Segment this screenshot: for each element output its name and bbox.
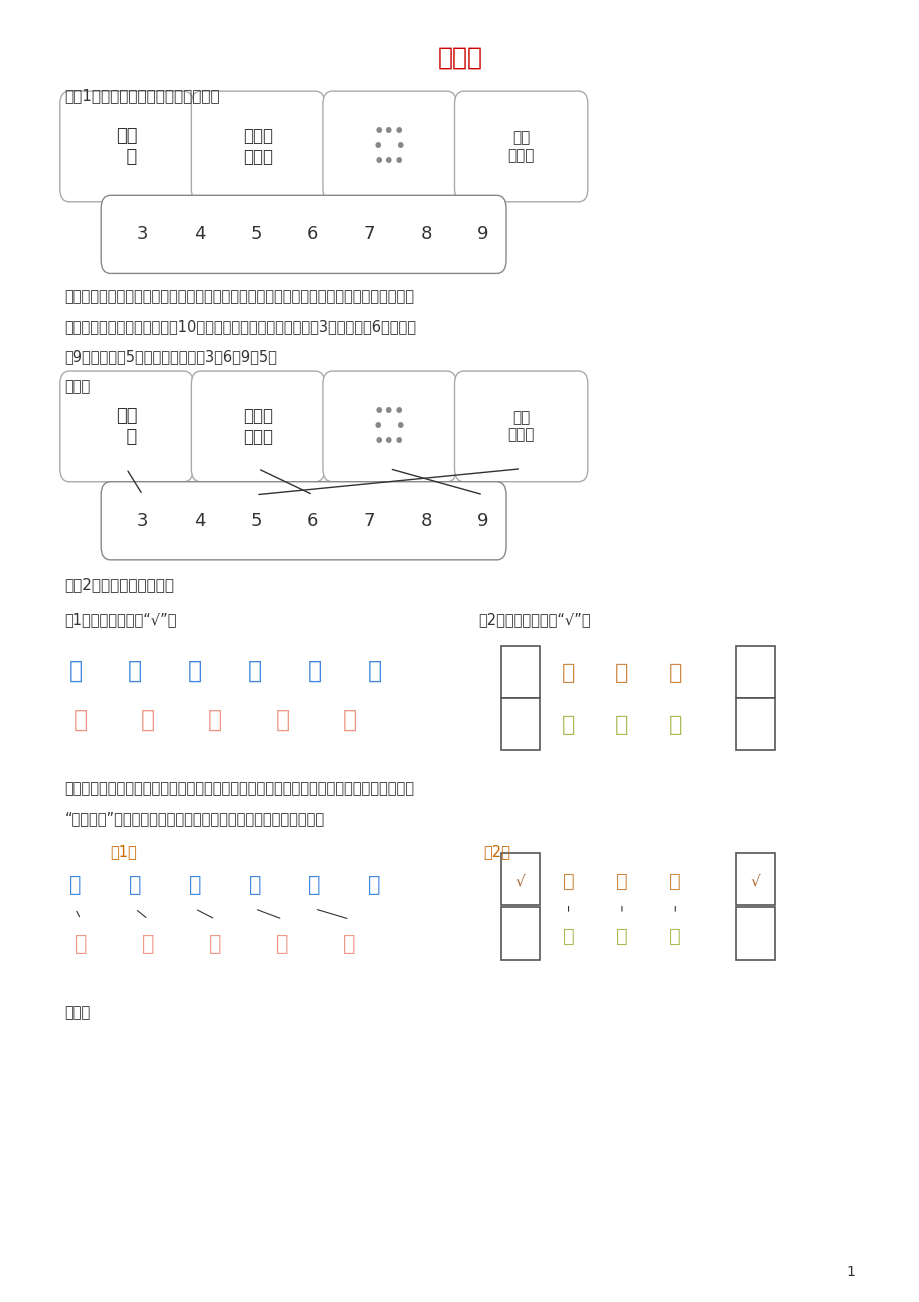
Text: 🚗: 🚗 — [142, 934, 154, 954]
Text: 🚲: 🚲 — [188, 875, 201, 896]
Text: 🦇: 🦇 — [562, 663, 574, 684]
Text: 【例1】数一数、把数和图连在一起。: 【例1】数一数、把数和图连在一起。 — [64, 89, 220, 104]
Text: 🚲: 🚲 — [308, 875, 321, 896]
Text: 解析：本题考查的知识点是比多少，解答的关键是要理解一一对应的关系。解答时应该画出: 解析：本题考查的知识点是比多少，解答的关键是要理解一一对应的关系。解答时应该画出 — [64, 781, 414, 797]
Text: 4: 4 — [193, 512, 205, 530]
Bar — [735, 646, 774, 698]
Text: 🚲: 🚲 — [69, 875, 82, 896]
Text: （1）: （1） — [110, 844, 137, 859]
Text: 🚲: 🚲 — [248, 875, 261, 896]
Text: 🚗: 🚗 — [74, 708, 88, 732]
FancyBboxPatch shape — [60, 371, 193, 482]
Bar — [735, 853, 774, 905]
Text: 解答：: 解答： — [64, 1005, 91, 1021]
Text: 🦋: 🦋 — [668, 715, 681, 736]
Text: √: √ — [750, 874, 759, 889]
FancyBboxPatch shape — [101, 195, 505, 273]
Text: 1: 1 — [845, 1264, 855, 1279]
Text: 🚗: 🚗 — [74, 934, 87, 954]
Text: 🚲: 🚲 — [68, 659, 83, 682]
Text: 🚲: 🚲 — [187, 659, 202, 682]
Text: 🦇: 🦇 — [616, 872, 627, 891]
Text: （2）: （2） — [482, 844, 509, 859]
Bar — [501, 646, 539, 698]
Text: 🚲: 🚲 — [247, 659, 262, 682]
Text: 3: 3 — [137, 225, 148, 243]
FancyBboxPatch shape — [191, 91, 324, 202]
Text: 🚲: 🚲 — [307, 659, 322, 682]
FancyBboxPatch shape — [101, 482, 505, 560]
Text: 5: 5 — [250, 512, 262, 530]
Text: ⚫⚫⚫
⚫   ⚫
⚫⚫⚫: ⚫⚫⚫ ⚫ ⚫ ⚫⚫⚫ — [373, 405, 405, 448]
Text: 解答：: 解答： — [64, 379, 91, 395]
Text: 🚗: 🚗 — [209, 934, 221, 954]
Text: 5: 5 — [250, 225, 262, 243]
Text: 有9个，桃子有5个，所以分别连接3、6、9、5。: 有9个，桃子有5个，所以分别连接3、6、9、5。 — [64, 349, 277, 365]
Text: 🚲: 🚲 — [367, 659, 381, 682]
Text: 🦋: 🦋 — [562, 715, 574, 736]
Text: 🐓🐓
  🐓: 🐓🐓 🐓 — [115, 408, 138, 445]
FancyBboxPatch shape — [454, 371, 587, 482]
Text: 🍑🍑
🍑🍑🍑: 🍑🍑 🍑🍑🍑 — [507, 130, 534, 163]
Text: 7: 7 — [363, 512, 375, 530]
Text: （2）在少的后面画“√”。: （2）在少的后面画“√”。 — [478, 612, 590, 628]
Text: “一一对应”的标志后进行判断，经历逻辑思考的过程（如下图）。: “一一对应”的标志后进行判断，经历逻辑思考的过程（如下图）。 — [64, 811, 324, 827]
Text: 🦋: 🦋 — [562, 927, 573, 945]
Text: 解析：本题考查的知识点是实物数量与抽象的数之间的对应关系。解答此类问题的关键是建: 解析：本题考查的知识点是实物数量与抽象的数之间的对应关系。解答此类问题的关键是建 — [64, 289, 414, 305]
Text: 🚗: 🚗 — [342, 708, 357, 732]
FancyBboxPatch shape — [454, 91, 587, 202]
Text: 🦋: 🦋 — [616, 927, 627, 945]
Text: 9: 9 — [477, 512, 488, 530]
Text: 🦇: 🦇 — [615, 663, 628, 684]
Text: （1）在多的后面画“√”。: （1）在多的后面画“√”。 — [64, 612, 176, 628]
Text: 【例2】比一比、填一填。: 【例2】比一比、填一填。 — [64, 577, 175, 592]
Bar — [501, 698, 539, 750]
Text: 🚗: 🚗 — [275, 708, 289, 732]
Text: 🚗: 🚗 — [343, 934, 356, 954]
Bar — [735, 907, 774, 960]
Text: 🦇: 🦇 — [669, 872, 680, 891]
FancyBboxPatch shape — [60, 91, 193, 202]
Bar — [501, 907, 539, 960]
Text: 6: 6 — [307, 225, 318, 243]
Text: 🍑🍑
🍑🍑🍑: 🍑🍑 🍑🍑🍑 — [507, 410, 534, 443]
Text: 7: 7 — [363, 225, 375, 243]
Text: 🐓🐓
  🐓: 🐓🐓 🐓 — [115, 128, 138, 165]
Text: 🍎🍎🍎
🍎🍎🍎: 🍎🍎🍎 🍎🍎🍎 — [243, 408, 273, 445]
Text: 8: 8 — [420, 225, 432, 243]
Text: 🚲: 🚲 — [368, 875, 380, 896]
Bar — [501, 853, 539, 905]
Text: 🚗: 🚗 — [141, 708, 155, 732]
Text: 6: 6 — [307, 512, 318, 530]
Text: 9: 9 — [477, 225, 488, 243]
Text: 准备课: 准备课 — [437, 46, 482, 69]
Text: 🦋: 🦋 — [615, 715, 628, 736]
Text: 🚲: 🚲 — [129, 875, 142, 896]
Text: 8: 8 — [420, 512, 432, 530]
Text: 4: 4 — [193, 225, 205, 243]
Text: 🍎🍎🍎
🍎🍎🍎: 🍎🍎🍎 🍎🍎🍎 — [243, 128, 273, 165]
Bar — [735, 698, 774, 750]
FancyBboxPatch shape — [191, 371, 324, 482]
Text: 🦇: 🦇 — [668, 663, 681, 684]
FancyBboxPatch shape — [323, 91, 456, 202]
Text: 🦇: 🦇 — [562, 872, 573, 891]
Text: 🚗: 🚗 — [208, 708, 222, 732]
Text: ⚫⚫⚫
⚫   ⚫
⚫⚫⚫: ⚫⚫⚫ ⚫ ⚫ ⚫⚫⚫ — [373, 125, 405, 168]
Text: 立起抽象数字与点子图点数（10以内）的一一对应关系。小鸡有3只，苹果有6个、圆圈: 立起抽象数字与点子图点数（10以内）的一一对应关系。小鸡有3只，苹果有6个、圆圈 — [64, 319, 416, 335]
Text: 🚲: 🚲 — [128, 659, 142, 682]
Text: 3: 3 — [137, 512, 148, 530]
Text: √: √ — [516, 874, 525, 889]
FancyBboxPatch shape — [323, 371, 456, 482]
Text: 🚗: 🚗 — [276, 934, 289, 954]
Text: 🦋: 🦋 — [669, 927, 680, 945]
